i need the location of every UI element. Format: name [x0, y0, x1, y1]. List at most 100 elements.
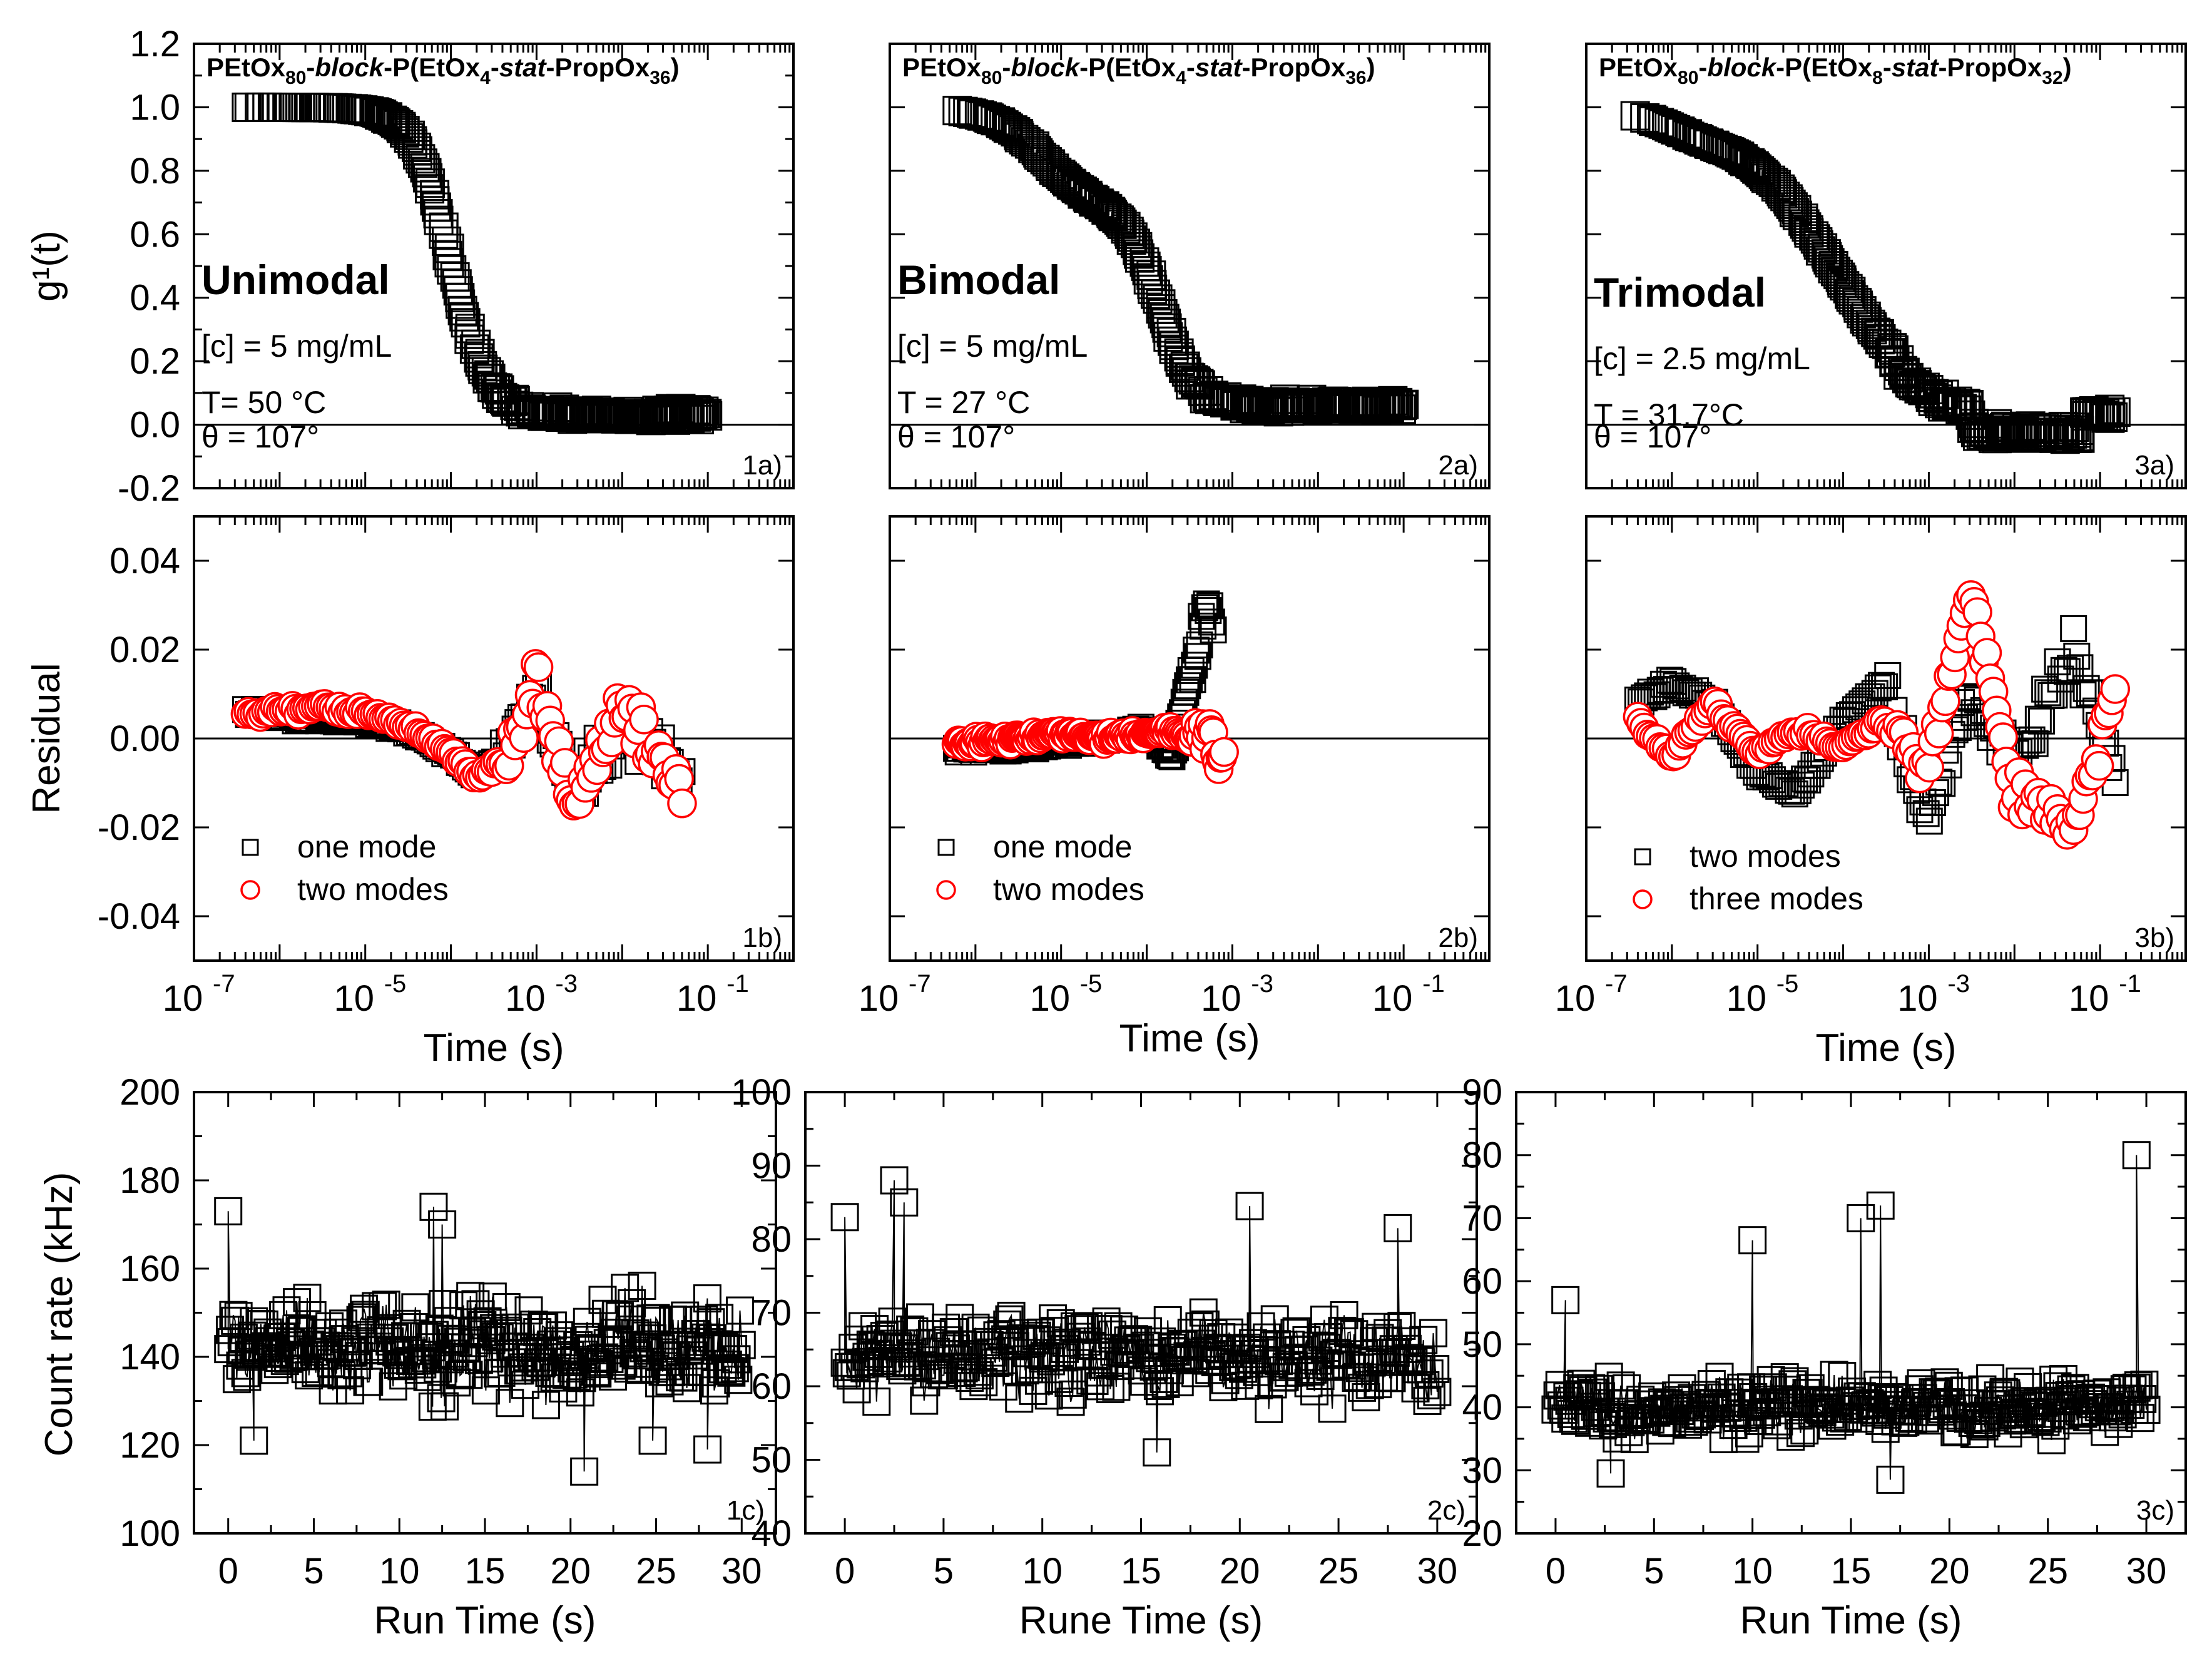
data-point-square: [570, 1457, 599, 1486]
data-point-square: [1871, 673, 1899, 700]
title-part: -: [1002, 53, 1011, 82]
count-frame: [193, 1091, 777, 1535]
data-point-square: [1423, 1377, 1452, 1406]
title-part: stat: [1892, 53, 1940, 82]
legend-label-2: three modes: [1690, 881, 1863, 916]
count-axis-title: Count rate (kHz): [38, 1172, 81, 1457]
data-point-square: [2079, 396, 2109, 426]
data-point-square: [1738, 1226, 1767, 1255]
x-tick-label: 10: [505, 978, 546, 1019]
x-axis-title: Run Time (s): [374, 1599, 596, 1642]
data-point-square: [1766, 176, 1797, 207]
data-point-square: [1102, 1372, 1131, 1401]
data-point-square: [727, 1331, 756, 1359]
data-point-square: [1179, 666, 1206, 693]
data-point-square: [1292, 1326, 1321, 1355]
x-tick-exponent: -1: [1422, 970, 1445, 998]
data-point-square: [705, 1304, 734, 1332]
data-point-square: [1183, 636, 1210, 664]
data-point-square: [1330, 1301, 1358, 1329]
panel-tag: 2b): [1438, 922, 1478, 953]
data-point-square: [638, 1426, 667, 1455]
x-tick-label: 10: [859, 978, 899, 1019]
data-point-square: [1066, 1322, 1095, 1351]
x-tick-label: 0: [218, 1551, 238, 1592]
data-point-square: [436, 1345, 464, 1374]
y-tick-label: 60: [1462, 1261, 1502, 1302]
data-point-square: [411, 1344, 440, 1372]
data-point-square: [386, 113, 416, 143]
data-point-square: [1761, 172, 1791, 202]
data-point-square: [693, 1284, 721, 1313]
x-tick-label: 10: [1029, 978, 1070, 1019]
title-part: block: [315, 53, 385, 82]
data-point-square: [1378, 386, 1408, 416]
title-part: -PropOx: [1242, 53, 1346, 82]
data-point-square: [334, 1359, 363, 1387]
y-tick-label: 90: [751, 1146, 792, 1187]
data-point-square: [1419, 1319, 1448, 1347]
y-tick-label: 0.02: [110, 630, 180, 670]
data-point-circle: [1930, 686, 1960, 717]
data-point-square: [1874, 662, 1902, 689]
data-point-square: [611, 1274, 640, 1302]
title-part: PEtOx: [902, 53, 982, 82]
data-point-square: [934, 1326, 962, 1355]
x-tick-label: 20: [1929, 1551, 1970, 1592]
x-tick-exponent: -5: [1776, 970, 1799, 998]
data-point-square: [1181, 652, 1208, 679]
data-point-square: [1191, 594, 1218, 621]
data-point-square: [719, 1335, 748, 1364]
y-tick-label: 140: [120, 1337, 180, 1377]
data-point-square: [538, 1311, 567, 1340]
data-point-square: [1409, 1326, 1438, 1354]
data-point-square: [379, 1372, 407, 1401]
data-point-square: [643, 1307, 672, 1336]
temperature-label: T = 27 °C: [897, 385, 1030, 420]
data-point-square: [2060, 615, 2087, 642]
data-point-square: [451, 308, 481, 338]
concentration-label: [c] = 5 mg/mL: [201, 329, 392, 364]
count-panel-3: 20 30 40 50 60 70 80 90 0 5 10 15 20 25 30 3c) Run Time …: [1462, 1072, 2186, 1642]
title-part: -PropOx: [546, 53, 650, 82]
theta-label: θ = 107°: [897, 419, 1015, 454]
data-point-square: [628, 1271, 656, 1300]
data-point-square: [473, 1307, 502, 1336]
title-part: 80: [1678, 68, 1698, 88]
title-part: -: [306, 53, 315, 82]
count-frame: [804, 1091, 1478, 1535]
data-point-square: [1153, 1306, 1182, 1335]
residual-panel-2: 10 -7 10 -5 10 -3 10 -1 one mode two modes 2b) Time…: [859, 516, 1491, 1060]
data-point-square: [446, 289, 476, 319]
data-point-square: [1634, 848, 1651, 866]
data-point-square: [1106, 207, 1136, 237]
panel-tag: 1b): [742, 922, 782, 953]
data-point-square: [1056, 1387, 1085, 1416]
g1-panel-1: -0.20.00.20.40.60.81.01.2PEtOx80-block-P…: [118, 24, 795, 509]
data-point-square: [2021, 730, 2049, 757]
y-tick-label: 120: [120, 1425, 180, 1466]
title-part: 80: [285, 68, 306, 88]
data-point-square: [1143, 1372, 1172, 1401]
data-point-square: [240, 1426, 268, 1455]
data-point-square: [413, 163, 443, 193]
title-part: block: [1011, 53, 1081, 82]
data-point-square: [427, 1384, 456, 1413]
y-tick-label: 100: [731, 1072, 792, 1113]
title-part: 80: [981, 68, 1002, 88]
x-tick-label: 30: [1417, 1551, 1458, 1592]
data-point-square: [1198, 608, 1225, 636]
x-tick-label: 10: [1372, 978, 1413, 1019]
x-tick-label: 15: [465, 1551, 506, 1592]
data-point-square: [937, 839, 955, 856]
x-tick-label: 20: [1220, 1551, 1260, 1592]
x-axis-title: Time (s): [424, 1026, 564, 1070]
data-point-circle: [1972, 638, 2002, 668]
data-point-square: [1190, 612, 1217, 640]
data-point-square: [402, 132, 432, 162]
x-tick-exponent: -7: [909, 970, 931, 998]
data-point-square: [1235, 1192, 1264, 1220]
x-tick-label: 5: [1644, 1551, 1664, 1592]
x-axis-title: Time (s): [1816, 1026, 1957, 1070]
g1-frame: [889, 43, 1491, 489]
